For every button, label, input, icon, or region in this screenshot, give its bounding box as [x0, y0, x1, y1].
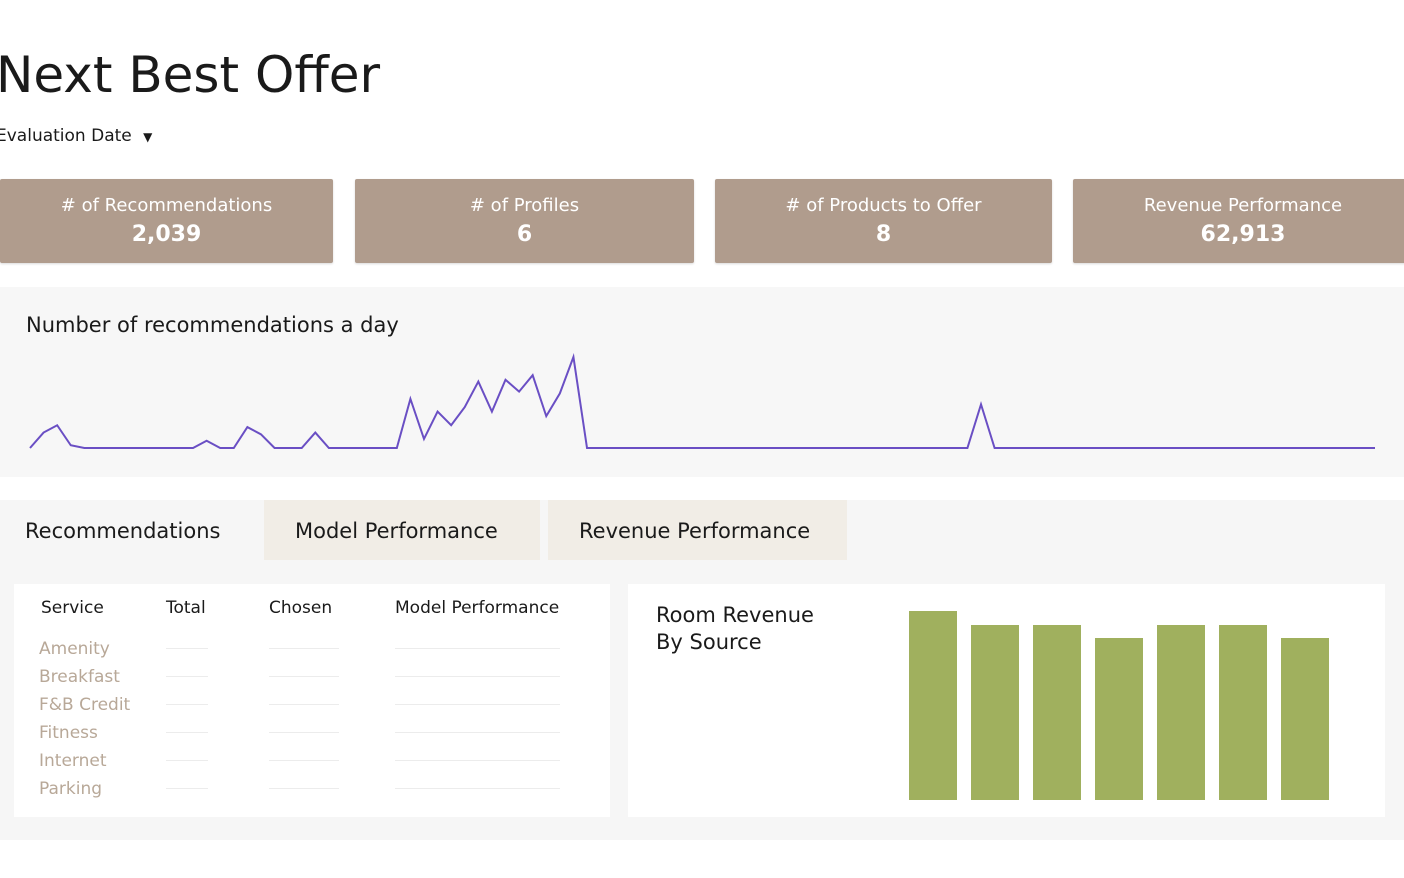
empty-cell	[395, 648, 560, 649]
empty-cell	[166, 676, 208, 677]
bar	[1281, 638, 1329, 800]
empty-cell	[269, 676, 339, 677]
empty-cell	[395, 676, 560, 677]
bar	[971, 625, 1019, 800]
column-header: Chosen	[269, 598, 333, 618]
kpi-card: # of Recommendations 2,039	[0, 179, 333, 263]
bar	[909, 611, 957, 800]
bar-chart	[909, 611, 1329, 800]
kpi-label: Revenue Performance	[1143, 195, 1343, 216]
bar	[1033, 625, 1081, 800]
empty-cell	[166, 648, 208, 649]
dropdown-arrow: ▼	[143, 130, 153, 144]
bar-title: Room Revenue By Source	[656, 603, 814, 654]
empty-cell	[395, 788, 560, 789]
column-header: Model Performance	[395, 598, 560, 618]
line-panel: Number of recommendations a day	[0, 287, 1404, 477]
empty-cell	[395, 732, 560, 733]
row-label: Parking	[39, 779, 103, 799]
kpi-card: Revenue Performance 62,913	[1073, 179, 1404, 263]
bar	[1219, 625, 1267, 800]
page-title: Next Best Offer	[0, 46, 381, 104]
bar	[1095, 638, 1143, 800]
empty-cell	[269, 648, 339, 649]
kpi-value: 2,039	[131, 222, 202, 247]
bar	[1157, 625, 1205, 800]
tab[interactable]: Recommendations	[0, 500, 253, 560]
empty-cell	[166, 704, 208, 705]
row-label: Breakfast	[39, 667, 120, 687]
kpi-card: # of Products to Offer 8	[715, 179, 1052, 263]
empty-cell	[269, 788, 339, 789]
filter-label: Evaluation Date	[0, 126, 132, 146]
kpi-label: # of Recommendations	[60, 195, 273, 216]
empty-cell	[166, 760, 208, 761]
row-label: Internet	[39, 751, 107, 771]
row-label: Fitness	[39, 723, 98, 743]
column-header: Total	[166, 598, 206, 618]
row-label: Amenity	[39, 639, 110, 659]
bar-panel: Room Revenue By Source	[628, 584, 1385, 817]
kpi-value: 62,913	[1200, 222, 1286, 247]
column-header: Service	[41, 598, 104, 618]
date-filter[interactable]: Evaluation Date ▼	[0, 126, 152, 146]
tab[interactable]: Model Performance	[264, 500, 540, 560]
kpi-value: 6	[516, 222, 533, 247]
kpi-label: # of Profiles	[469, 195, 580, 216]
tab[interactable]: Revenue Performance	[548, 500, 847, 560]
line-series	[29, 353, 1375, 449]
empty-cell	[166, 788, 208, 789]
empty-cell	[269, 760, 339, 761]
empty-cell	[395, 760, 560, 761]
line-title: Number of recommendations a day	[26, 313, 399, 337]
kpi-label: # of Products to Offer	[785, 195, 982, 216]
line-chart	[29, 353, 1375, 449]
table-panel: Service Total Chosen Model Performance Ameni…	[14, 584, 610, 817]
empty-cell	[395, 704, 560, 705]
empty-cell	[166, 732, 208, 733]
empty-cell	[269, 704, 339, 705]
empty-cell	[269, 732, 339, 733]
kpi-card: # of Profiles 6	[355, 179, 694, 263]
kpi-value: 8	[875, 222, 892, 247]
row-label: F&B Credit	[39, 695, 131, 715]
